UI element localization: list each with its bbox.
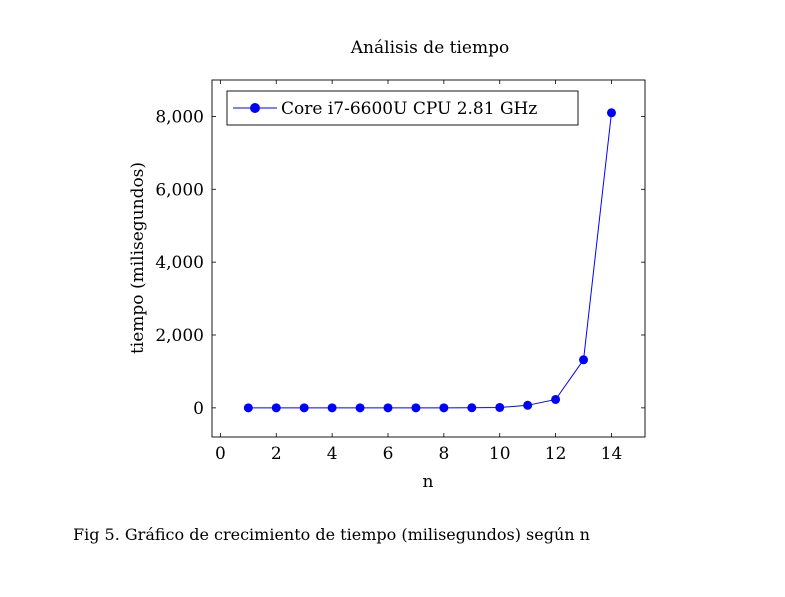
data-point — [579, 355, 589, 365]
data-point — [271, 403, 281, 413]
y-tick-label: 0 — [193, 399, 204, 419]
chart-title: Análisis de tiempo — [350, 38, 509, 58]
data-point — [495, 402, 505, 412]
legend-marker — [250, 103, 260, 113]
x-tick-label: 0 — [215, 444, 226, 464]
plot-frame — [211, 79, 646, 438]
data-point — [467, 403, 477, 413]
data-point — [523, 400, 533, 410]
data-point — [355, 403, 365, 413]
x-tick-label: 14 — [601, 444, 623, 464]
y-tick-label: 2,000 — [155, 326, 204, 346]
data-point — [606, 108, 616, 118]
data-point — [551, 394, 561, 404]
data-point — [243, 403, 253, 413]
y-axis-label: tiempo (milisegundos) — [128, 162, 148, 354]
legend-box — [226, 90, 579, 126]
data-point — [439, 403, 449, 413]
x-tick-label: 12 — [545, 444, 567, 464]
legend-series-label: Core i7-6600U CPU 2.81 GHz — [281, 99, 537, 119]
x-axis-ticks: 0 2 4 6 8 10 12 14 — [215, 80, 622, 464]
data-point — [411, 403, 421, 413]
data-point — [299, 403, 309, 413]
y-tick-label: 6,000 — [155, 180, 204, 200]
x-tick-label: 8 — [438, 444, 449, 464]
series-line — [248, 112, 612, 409]
y-tick-label: 4,000 — [155, 253, 204, 273]
y-axis-ticks: 0 2,000 4,000 6,000 8,000 — [155, 107, 645, 419]
x-axis-label: n — [423, 472, 434, 492]
x-tick-label: 4 — [327, 444, 338, 464]
legend: Core i7-6600U CPU 2.81 GHz — [226, 90, 579, 126]
x-tick-label: 10 — [489, 444, 511, 464]
y-tick-label: 8,000 — [155, 107, 204, 127]
data-point — [383, 403, 393, 413]
series-group — [243, 108, 616, 413]
x-tick-label: 6 — [383, 444, 394, 464]
data-point — [327, 403, 337, 413]
x-tick-label: 2 — [271, 444, 282, 464]
figure-caption: Fig 5. Gráfico de crecimiento de tiempo … — [73, 525, 590, 544]
